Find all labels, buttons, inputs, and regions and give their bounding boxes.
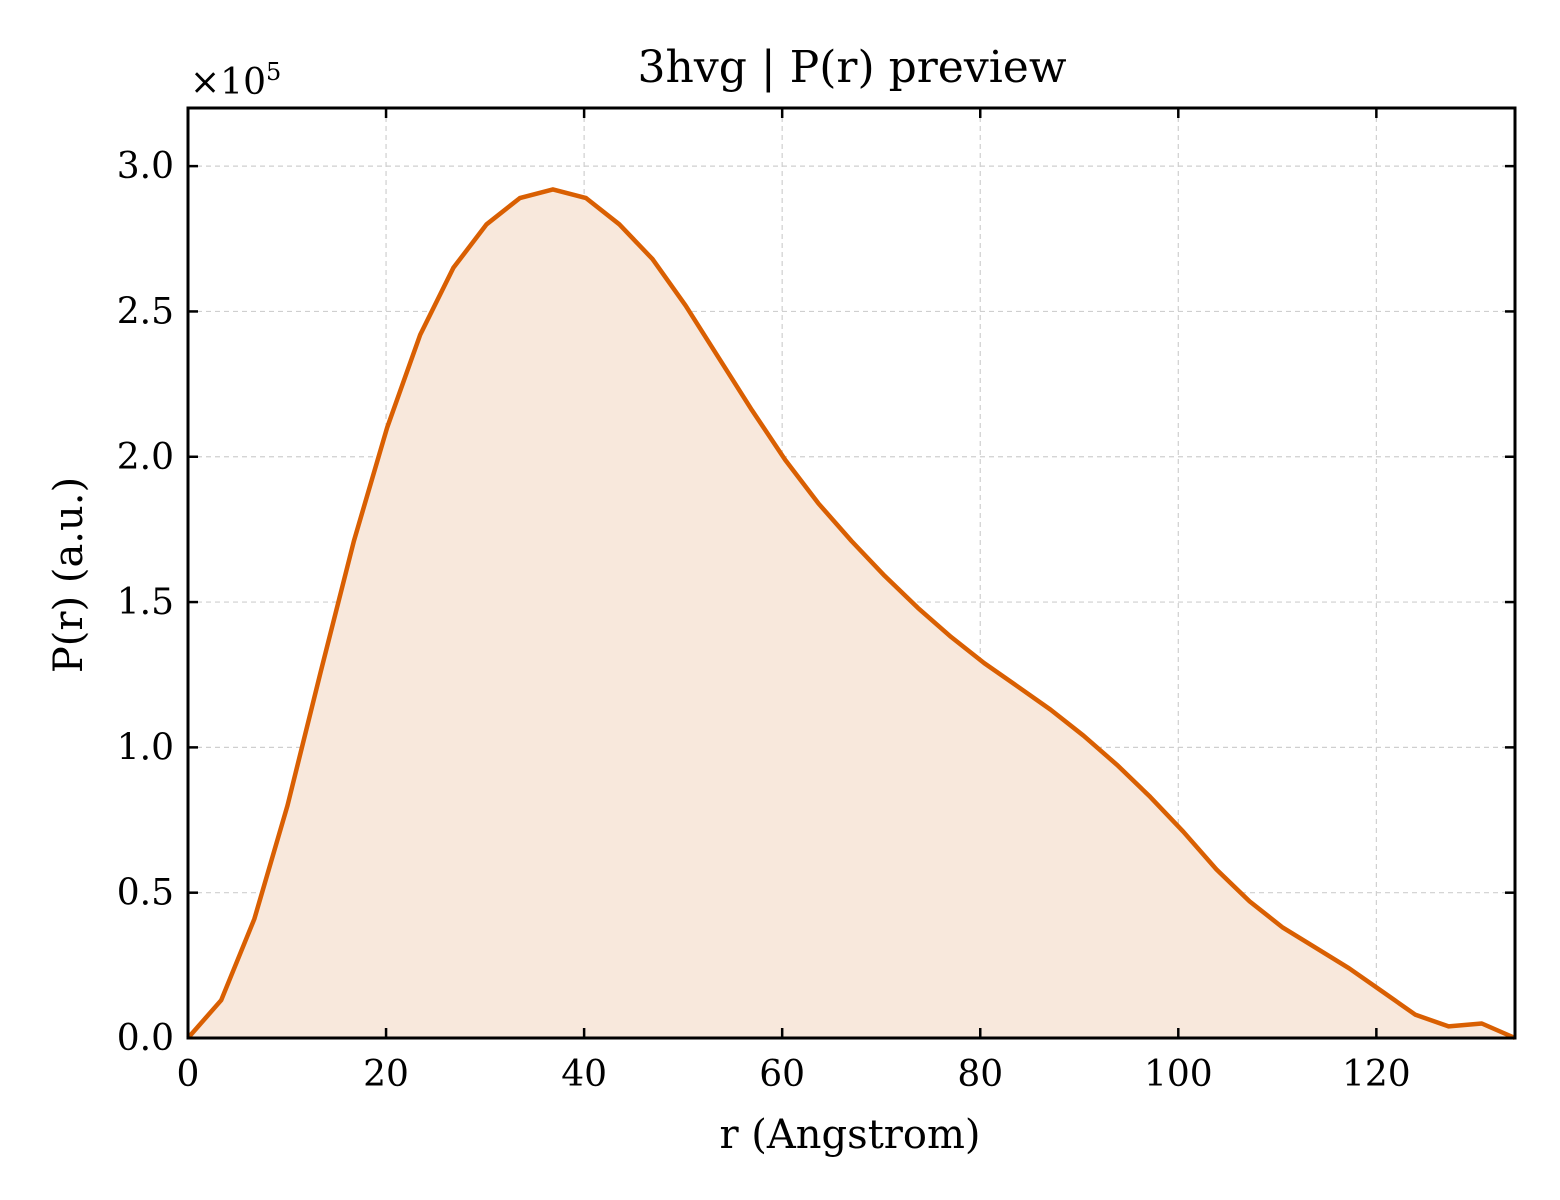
plot-frame [186,106,1517,1040]
y-tick-label: 3.0 [117,146,174,187]
x-tick-label: 120 [1342,1054,1411,1095]
x-tick-label: 100 [1144,1054,1213,1095]
y-tick-label: 2.0 [117,437,174,478]
y-tick-label: 0.5 [117,873,174,914]
y-tick-label: 2.5 [117,291,174,332]
y-tick-label: 0.0 [117,1018,174,1059]
x-tick-label: 0 [177,1054,200,1095]
y-multiplier: ×105 [190,58,281,103]
x-axis-label: r (Angstrom) [719,1112,980,1158]
series-line [186,187,1516,1041]
chart-title: 3hvg | P(r) preview [638,42,1067,93]
x-tick-label: 40 [561,1054,607,1095]
x-tick-label: 80 [957,1054,1003,1095]
y-tick-label: 1.0 [117,727,174,768]
y-axis-label: P(r) (a.u.) [46,477,92,673]
y-tick-label: 1.5 [117,582,174,623]
y-multiplier-exponent: 5 [266,58,281,86]
axis-ticks: 0 20 40 60 80 100 120 0.0 0.5 1.0 1.5 2.0 2.5 3.0 [117,108,1515,1095]
x-tick-label: 60 [759,1054,805,1095]
area-fill [188,189,1515,1038]
y-multiplier-base: ×10 [190,62,266,103]
x-tick-label: 20 [363,1054,409,1095]
